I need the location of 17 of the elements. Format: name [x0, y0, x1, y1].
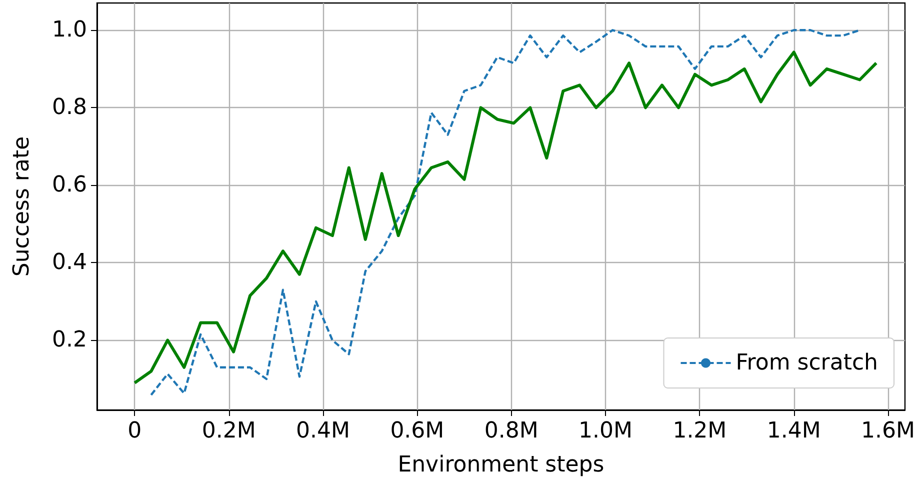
x-tick-label: 0.2M [202, 418, 256, 444]
y-tick-label: 0.6 [52, 172, 87, 198]
x-tick-label: 0.8M [484, 418, 538, 444]
legend-label: From scratch [736, 350, 878, 376]
y-tick-label: 1.0 [52, 18, 87, 43]
x-tick-label: 1.2M [672, 418, 727, 444]
y-tick-label: 0.8 [52, 95, 87, 120]
x-tick-label: 1.0M [578, 418, 632, 444]
x-tick-label: 0 [128, 418, 142, 444]
x-tick-label: 0.6M [390, 418, 444, 444]
x-tick-label: 0.4M [296, 418, 350, 444]
x-tick-label: 1.6M [861, 418, 915, 444]
y-tick-label: 0.4 [52, 250, 87, 276]
x-tick-label: 1.4M [766, 418, 821, 444]
y-tick-label: 0.2 [52, 328, 87, 353]
y-axis-title: Success rate [10, 136, 34, 277]
x-axis-title: Environment steps [398, 452, 604, 478]
